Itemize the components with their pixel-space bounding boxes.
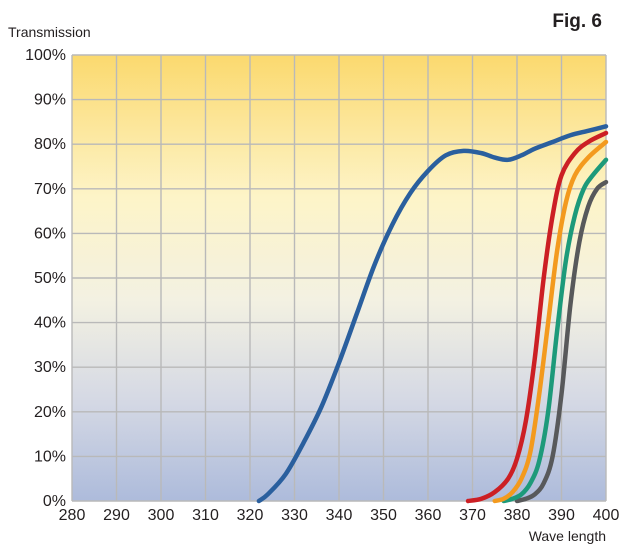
figure-label: Fig. 6 [552,11,602,32]
series-line-5 [514,179,609,504]
series-line-4 [501,157,609,504]
y-tick-label: 40% [34,315,66,332]
series-lines [256,124,609,504]
x-tick-label: 400 [593,507,620,524]
y-tick-label: 0% [43,493,66,510]
y-tick-label: 50% [34,270,66,287]
y-tick-label: 10% [34,448,66,465]
y-tick-label: 80% [34,136,66,153]
x-tick-label: 330 [281,507,308,524]
x-axis-title: Wave length [529,528,606,544]
y-axis-title: Transmission [8,24,91,40]
y-tick-label: 30% [34,359,66,376]
x-tick-label: 310 [192,507,219,524]
x-axis-tick-labels: 280 290 300 310 320 330 340 350 360 370 380 390 400 [59,507,620,524]
y-tick-label: 70% [34,181,66,198]
x-tick-label: 350 [370,507,397,524]
y-tick-label: 90% [34,92,66,109]
series-line-2 [465,130,609,504]
y-tick-label: 20% [34,404,66,421]
x-tick-label: 280 [59,507,86,524]
x-tick-label: 380 [504,507,531,524]
y-tick-label: 60% [34,225,66,242]
y-tick-label: 100% [25,47,66,64]
series-line-1 [256,124,609,504]
x-tick-label: 340 [326,507,353,524]
x-tick-label: 360 [415,507,442,524]
x-tick-label: 320 [237,507,264,524]
x-tick-label: 390 [548,507,575,524]
x-tick-label: 290 [103,507,130,524]
y-axis-tick-labels: 0% 10% 20% 30% 40% 50% 60% 70% 80% 90% 100% [25,47,66,510]
x-tick-label: 370 [459,507,486,524]
grid-lines [71,54,607,502]
x-tick-label: 300 [148,507,175,524]
series-line-3 [492,139,609,504]
